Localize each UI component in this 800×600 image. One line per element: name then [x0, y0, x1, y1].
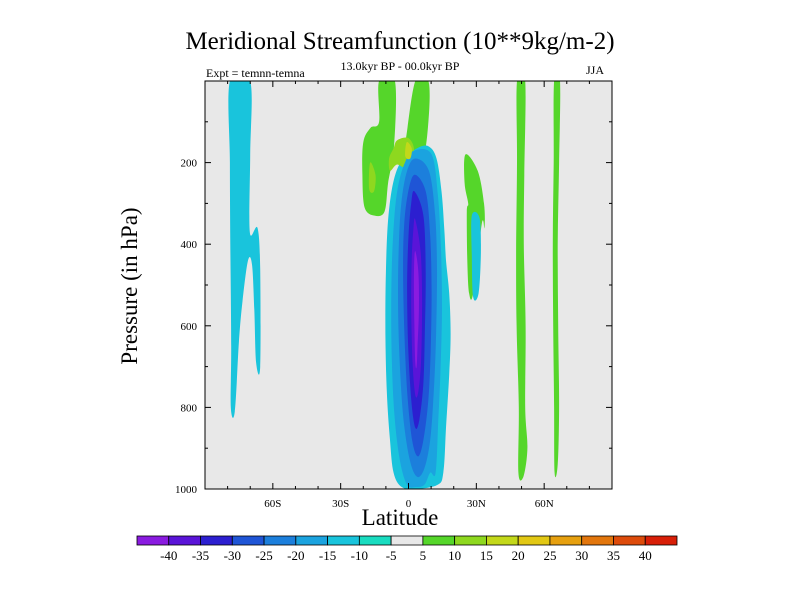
- colorbar-label: 35: [607, 548, 620, 563]
- colorbar-swatch: [168, 535, 201, 546]
- colorbar-swatch: [263, 535, 297, 546]
- contour-nh-upper-positive-15: [405, 141, 412, 160]
- colorbar-label: -20: [287, 548, 304, 563]
- colorbar-swatch: [231, 535, 265, 546]
- y-tick-label: 800: [181, 402, 198, 414]
- colorbar-label: -10: [351, 548, 368, 563]
- colorbar-label: 25: [543, 548, 556, 563]
- colorbar-label: 30: [575, 548, 588, 563]
- colorbar-label: 40: [639, 548, 652, 563]
- contour-nh-polar-band-5: [552, 81, 561, 478]
- colorbar-label: -35: [192, 548, 209, 563]
- x-tick-label: 60N: [535, 498, 554, 510]
- contour-sh-polar-band--10: [228, 81, 261, 418]
- colorbar-label: 15: [480, 548, 493, 563]
- colorbar-swatch: [200, 535, 233, 546]
- chart-title: Meridional Streamfunction (10**9kg/m-2): [185, 28, 615, 55]
- colorbar-label: 5: [420, 548, 427, 563]
- x-axis-label: Latitude: [361, 505, 439, 530]
- y-tick-label: 600: [181, 321, 198, 333]
- colorbar-swatch: [327, 535, 360, 546]
- colorbar-label: -30: [224, 548, 241, 563]
- colorbar-swatch: [295, 535, 328, 546]
- contour-nh-cell-arm--10: [471, 211, 481, 301]
- colorbar-label: -15: [319, 548, 336, 563]
- y-tick-label: 400: [181, 239, 198, 251]
- x-tick-label: 0: [406, 498, 412, 510]
- season-label: JJA: [586, 63, 605, 77]
- colorbar-swatch: [454, 535, 487, 546]
- colorbar-label: 10: [448, 548, 461, 563]
- colorbar-swatch: [517, 535, 551, 546]
- y-tick-label: 1000: [175, 484, 198, 496]
- colorbar-label: -40: [160, 548, 177, 563]
- x-tick-label: 30S: [332, 498, 349, 510]
- colorbar-label: -25: [255, 548, 272, 563]
- contour-nh-mid-band-5: [516, 81, 528, 481]
- colorbar-swatch: [486, 535, 519, 546]
- colorbar-swatch: [613, 535, 646, 546]
- colorbar-swatch: [358, 535, 392, 546]
- y-tick-label: 200: [181, 158, 198, 170]
- colorbar-label: -5: [386, 548, 397, 563]
- chart-subtitle: 13.0kyr BP - 00.0kyr BP: [340, 59, 460, 73]
- colorbar-swatch: [581, 535, 614, 546]
- x-tick-label: 60S: [264, 498, 281, 510]
- colorbar-swatch: [136, 535, 170, 546]
- colorbar-label: 20: [512, 548, 525, 563]
- colorbar-swatch: [549, 535, 583, 546]
- colorbar-swatch: [644, 535, 678, 546]
- colorbar-swatch: [422, 535, 456, 546]
- experiment-label: Expt = temnn-temna: [206, 66, 305, 80]
- contour-nh-upper-positive-10: [368, 162, 376, 193]
- colorbar-swatch: [390, 535, 424, 546]
- contour-tropical-core--40: [413, 250, 419, 369]
- x-tick-label: 30N: [467, 498, 486, 510]
